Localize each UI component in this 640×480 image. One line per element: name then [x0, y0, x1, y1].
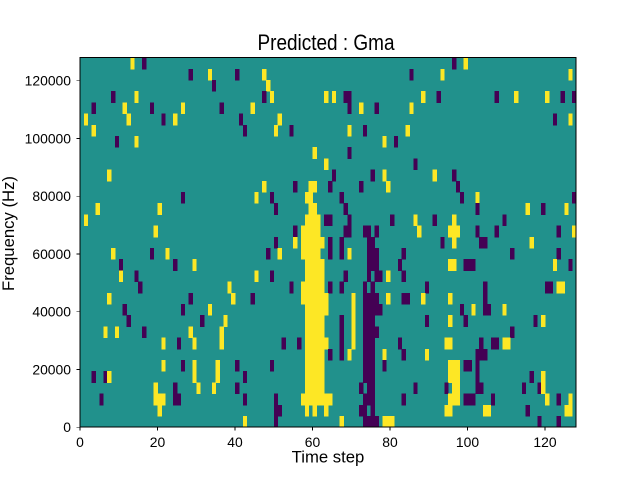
svg-text:0: 0	[63, 419, 71, 435]
svg-text:100000: 100000	[25, 130, 72, 146]
svg-text:40: 40	[227, 434, 243, 450]
svg-text:100: 100	[456, 434, 479, 450]
svg-text:60000: 60000	[32, 246, 71, 262]
svg-text:20000: 20000	[32, 361, 71, 377]
svg-text:80000: 80000	[32, 188, 71, 204]
svg-text:Predicted : Gma: Predicted : Gma	[258, 30, 396, 55]
svg-text:0: 0	[76, 434, 84, 450]
svg-text:120: 120	[533, 434, 556, 450]
svg-text:60: 60	[305, 434, 321, 450]
svg-text:20: 20	[150, 434, 166, 450]
svg-text:120000: 120000	[25, 73, 72, 89]
svg-text:40000: 40000	[32, 304, 71, 320]
svg-text:Frequency (Hz): Frequency (Hz)	[0, 176, 18, 291]
svg-text:Time step: Time step	[292, 448, 365, 467]
svg-text:80: 80	[382, 434, 398, 450]
